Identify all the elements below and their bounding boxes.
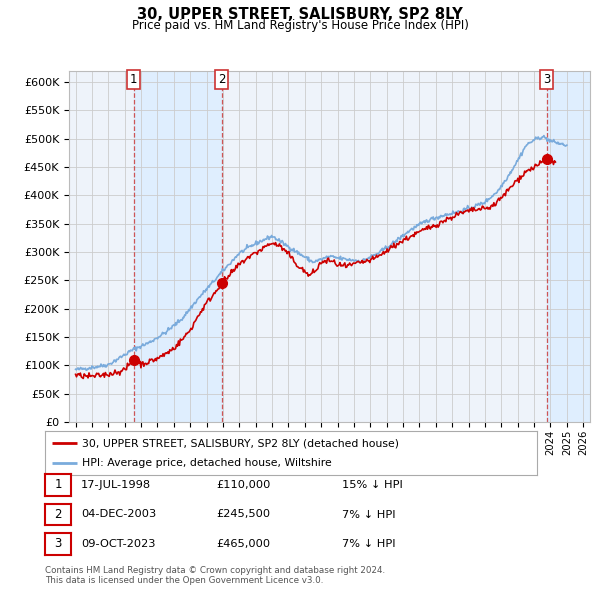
Text: £245,500: £245,500 xyxy=(216,510,270,519)
Text: 1: 1 xyxy=(55,478,62,491)
Text: 3: 3 xyxy=(55,537,62,550)
Text: 30, UPPER STREET, SALISBURY, SP2 8LY (detached house): 30, UPPER STREET, SALISBURY, SP2 8LY (de… xyxy=(82,438,399,448)
Text: 17-JUL-1998: 17-JUL-1998 xyxy=(81,480,151,490)
Bar xyxy=(134,71,221,422)
Text: 2: 2 xyxy=(55,508,62,521)
Text: 2: 2 xyxy=(218,73,226,86)
Text: £110,000: £110,000 xyxy=(216,480,271,490)
Text: 30, UPPER STREET, SALISBURY, SP2 8LY: 30, UPPER STREET, SALISBURY, SP2 8LY xyxy=(137,7,463,22)
Text: 15% ↓ HPI: 15% ↓ HPI xyxy=(342,480,403,490)
Text: 04-DEC-2003: 04-DEC-2003 xyxy=(81,510,156,519)
Text: 3: 3 xyxy=(543,73,550,86)
Text: Price paid vs. HM Land Registry's House Price Index (HPI): Price paid vs. HM Land Registry's House … xyxy=(131,19,469,32)
Text: £465,000: £465,000 xyxy=(216,539,270,549)
Text: 09-OCT-2023: 09-OCT-2023 xyxy=(81,539,155,549)
Text: HPI: Average price, detached house, Wiltshire: HPI: Average price, detached house, Wilt… xyxy=(82,458,332,467)
Text: Contains HM Land Registry data © Crown copyright and database right 2024.
This d: Contains HM Land Registry data © Crown c… xyxy=(45,566,385,585)
Text: 7% ↓ HPI: 7% ↓ HPI xyxy=(342,539,395,549)
Bar xyxy=(547,71,590,422)
Text: 7% ↓ HPI: 7% ↓ HPI xyxy=(342,510,395,519)
Text: 1: 1 xyxy=(130,73,137,86)
